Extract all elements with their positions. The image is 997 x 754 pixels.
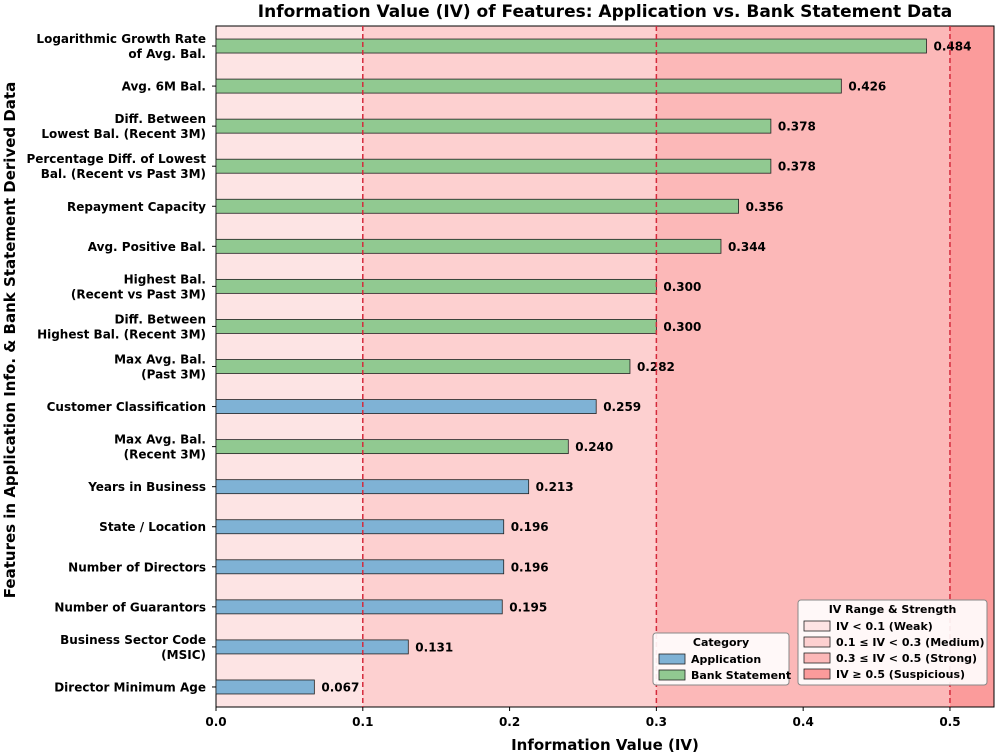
x-tick-label: 0.0 — [205, 715, 226, 729]
x-tick-label: 0.4 — [793, 715, 814, 729]
bar-value-label: 0.378 — [778, 120, 816, 134]
x-tick-label: 0.5 — [939, 715, 960, 729]
y-tick-label: Avg. 6M Bal. — [122, 80, 206, 94]
bar-value-label: 0.259 — [603, 400, 641, 414]
y-tick-label: Avg. Positive Bal. — [88, 240, 206, 254]
x-axis: 0.0 0.1 0.2 0.3 0.4 0.5 — [205, 707, 961, 729]
bar-17 — [215, 679, 315, 695]
bar-13 — [215, 519, 505, 535]
x-tick-label: 0.1 — [352, 715, 373, 729]
y-axis-title: Features in Application Info. & Bank Sta… — [1, 82, 19, 598]
bar-value-label: 0.195 — [509, 600, 547, 614]
bar-value-label: 0.378 — [778, 160, 816, 174]
bar-value-label: 0.067 — [321, 680, 359, 694]
zone-suspicious — [949, 26, 994, 707]
bar-12 — [215, 479, 530, 495]
bar-value-label: 0.131 — [415, 640, 453, 654]
legend-label: 0.3 ≤ IV < 0.5 (Strong) — [836, 652, 977, 665]
bar-2 — [215, 78, 842, 94]
bar-11 — [215, 439, 569, 455]
y-tick-label: Lowest Bal. (Recent 3M) — [41, 127, 206, 141]
threshold-lines — [362, 26, 951, 707]
bar-value-label: 0.356 — [746, 200, 784, 214]
bar-value-label: 0.240 — [575, 440, 613, 454]
category-legend: Category Application Bank Statement — [652, 632, 791, 686]
y-tick-label: Years in Business — [87, 480, 206, 494]
bar-8 — [215, 319, 657, 334]
bar-10 — [215, 399, 597, 414]
bar-value-label: 0.344 — [728, 240, 766, 254]
legend-swatch — [803, 636, 831, 648]
legend-swatch — [658, 653, 686, 665]
x-axis-title: Information Value (IV) — [511, 736, 699, 754]
legend-box — [652, 632, 790, 686]
y-tick-label: Highest Bal. (Recent 3M) — [37, 327, 206, 341]
bar-1 — [215, 38, 927, 54]
bar-3 — [215, 118, 772, 134]
y-tick-label: (Past 3M) — [141, 368, 206, 382]
legend-label: 0.1 ≤ IV < 0.3 (Medium) — [836, 636, 985, 649]
y-tick-label: Highest Bal. — [124, 272, 206, 286]
legend-label: IV ≥ 0.5 (Suspicious) — [836, 668, 965, 681]
bar-value-label: 0.484 — [933, 40, 971, 54]
bar-14 — [215, 559, 505, 575]
bar-6 — [215, 238, 722, 254]
bar-7 — [215, 278, 657, 294]
legend-title: Category — [693, 636, 749, 649]
y-tick-label: Number of Guarantors — [54, 600, 206, 614]
y-tick-label: of Avg. Bal. — [128, 47, 206, 61]
chart-title: Information Value (IV) of Features: Appl… — [258, 2, 952, 22]
bar-value-label: 0.300 — [663, 320, 701, 334]
y-tick-label: Bal. (Recent vs Past 3M) — [41, 167, 206, 181]
bar-value-label: 0.426 — [848, 80, 886, 94]
legend-swatch — [658, 669, 686, 681]
legend-swatch — [803, 620, 831, 632]
y-tick-label: Diff. Between — [115, 312, 206, 326]
y-tick-label: State / Location — [99, 520, 206, 534]
bar-16 — [215, 639, 409, 655]
bar-value-label: 0.196 — [511, 520, 549, 534]
bar-value-label: 0.196 — [511, 560, 549, 574]
bar-9 — [215, 359, 631, 374]
y-tick-label: Diff. Between — [115, 112, 206, 126]
legend-swatch — [803, 668, 831, 680]
y-tick-label: Customer Classification — [47, 400, 206, 414]
bar-4 — [215, 158, 772, 174]
bars-group: 0.484 0.426 0.378 0.378 0.356 0.344 0.300 0.300… — [215, 38, 971, 695]
y-tick-label: Percentage Diff. of Lowest — [26, 152, 206, 166]
legend-title: IV Range & Strength — [829, 603, 957, 616]
bar-value-label: 0.300 — [663, 280, 701, 294]
y-tick-label: Max Avg. Bal. — [114, 433, 206, 447]
legend-box — [797, 599, 988, 686]
legend-label: Application — [691, 653, 761, 666]
x-tick-label: 0.2 — [499, 715, 520, 729]
iv-range-legend: IV Range & Strength IV < 0.1 (Weak) 0.1 ≤ … — [797, 599, 988, 686]
y-tick-label: Business Sector Code — [60, 633, 206, 647]
zone-strong — [656, 26, 950, 707]
bar-15 — [215, 599, 503, 615]
legend-label: IV < 0.1 (Weak) — [836, 620, 933, 633]
y-tick-label: Max Avg. Bal. — [114, 353, 206, 367]
y-tick-label: Director Minimum Age — [54, 680, 206, 694]
y-tick-label: (Recent 3M) — [124, 448, 206, 462]
legend-swatch — [803, 652, 831, 664]
y-tick-label: Number of Directors — [68, 560, 206, 574]
legend-label: Bank Statement — [691, 669, 791, 682]
y-tick-label: (MSIC) — [161, 648, 206, 662]
bar-5 — [215, 198, 739, 214]
y-tick-label: Repayment Capacity — [67, 200, 206, 214]
y-tick-label: Logarithmic Growth Rate — [36, 32, 206, 46]
y-tick-label: (Recent vs Past 3M) — [71, 287, 206, 301]
x-tick-label: 0.3 — [646, 715, 667, 729]
bar-value-label: 0.213 — [536, 480, 574, 494]
